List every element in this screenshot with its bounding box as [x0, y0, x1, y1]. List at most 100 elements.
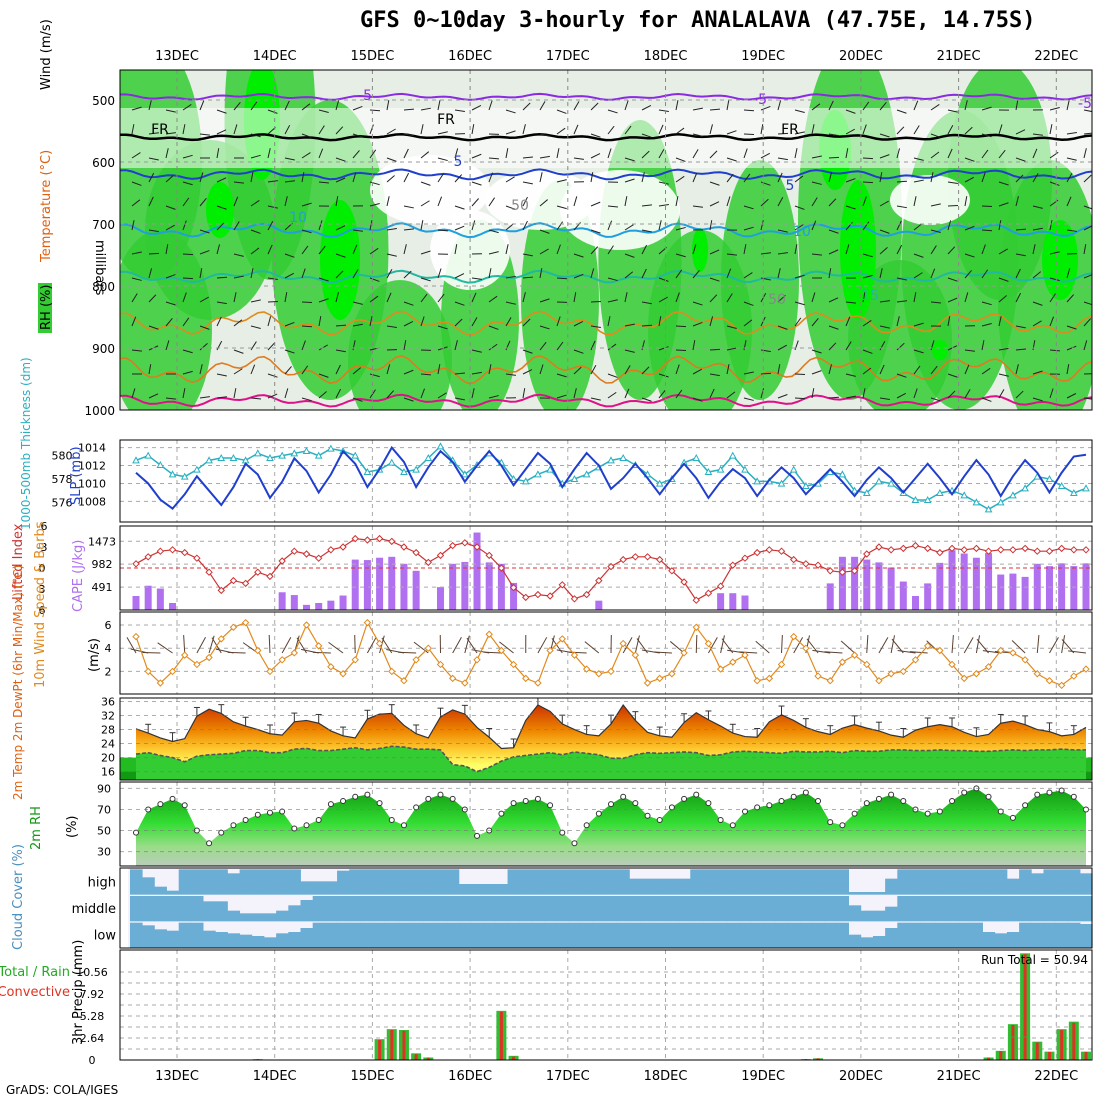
- wind-barb: [318, 277, 329, 282]
- wind-barb: [845, 395, 856, 399]
- wind-barb: [131, 277, 142, 281]
- wind-barb: [505, 205, 516, 210]
- wind-barb: [522, 102, 531, 111]
- cloud-bar-low: [531, 922, 545, 948]
- thickness-point: [972, 498, 981, 506]
- wind-barb: [301, 397, 312, 402]
- cloud-bar-high: [519, 869, 533, 895]
- wind-barb: [896, 126, 905, 135]
- lifted-point: [205, 568, 213, 576]
- cape-tick-label: 982: [92, 558, 113, 571]
- wind-barb: [454, 244, 458, 255]
- wind-barb: [386, 253, 397, 257]
- cloud-bar-middle: [714, 896, 728, 922]
- wind-barb: [1015, 174, 1024, 183]
- cloud-bar-middle: [970, 896, 983, 922]
- wind-barb: [964, 157, 975, 162]
- cloud-bar-middle: [483, 896, 496, 922]
- wind-barb: [658, 389, 666, 399]
- wind-barb: [947, 204, 959, 207]
- wind-barb: [301, 365, 309, 375]
- cloud-bar-middle: [605, 896, 618, 922]
- thickness-point: [132, 456, 140, 464]
- top-xtick-label: 16DEC: [448, 49, 492, 64]
- wind-barb: [998, 124, 1003, 135]
- lifted-tick-label: 0: [39, 562, 46, 575]
- lifted-point: [960, 546, 968, 554]
- wind-barb: [675, 389, 683, 399]
- wind-barb: [964, 389, 971, 399]
- cloud-bar-high: [276, 869, 289, 895]
- wind-barb: [964, 100, 968, 111]
- thickness-point: [716, 465, 725, 473]
- wind-barb: [488, 395, 499, 399]
- wind-barb: [930, 151, 940, 159]
- cloud-bar-low: [300, 928, 314, 948]
- cloud-bar-middle: [434, 896, 448, 922]
- wind-barb: [658, 296, 668, 303]
- wind-barb: [1049, 181, 1060, 186]
- thickness-point: [314, 451, 323, 459]
- wind-barb: [267, 205, 278, 209]
- cloud-bar-high: [239, 869, 253, 895]
- rh-point: [291, 825, 298, 832]
- cape-bar: [936, 562, 944, 610]
- cloud-bar-middle: [507, 896, 521, 922]
- cloud-bar-low: [1055, 922, 1069, 948]
- wind-barb: [437, 364, 441, 375]
- wind-barb: [845, 148, 849, 159]
- wind-barb: [641, 150, 650, 159]
- wind-barb: [522, 349, 533, 354]
- cloud-bar-high: [958, 869, 971, 895]
- surface-wind-barb: [708, 637, 718, 654]
- temp-tick-label: 24: [101, 738, 115, 751]
- precip-tick-label: 2.64: [80, 1032, 105, 1045]
- wind-barb: [862, 274, 873, 279]
- precip-convective-bar: [414, 1054, 418, 1060]
- cloud-bar-low: [580, 922, 594, 948]
- wind-barb: [1015, 364, 1019, 375]
- cloud-bar-middle: [349, 896, 362, 922]
- wind-barb: [386, 364, 391, 375]
- cape-bar: [863, 559, 871, 610]
- surface-wind-barb: [1036, 635, 1040, 654]
- wind-barb: [386, 292, 392, 303]
- wind-barb: [454, 225, 465, 231]
- wind-barb: [505, 223, 514, 231]
- wind-barb: [1032, 173, 1039, 183]
- cloud-bar-low: [263, 937, 277, 948]
- precip-total-legend: Total / Rain: [0, 965, 70, 980]
- wind-barb: [658, 277, 669, 282]
- cloud-bar-middle: [982, 896, 996, 922]
- cloud-bar-high: [617, 869, 630, 895]
- wind-barb: [403, 369, 414, 375]
- wind-barb: [811, 155, 822, 159]
- cloud-bar-high: [458, 884, 472, 895]
- wind-barb: [862, 349, 873, 354]
- lifted-point: [826, 567, 834, 575]
- wind-barb: [641, 229, 652, 233]
- pressure-axis-label: millibars: [92, 240, 107, 296]
- surface-wind-barb: [1068, 650, 1087, 654]
- wind-barb: [148, 252, 160, 255]
- wind-barb: [454, 340, 458, 351]
- wind-barb: [233, 368, 243, 375]
- wind-barb: [420, 373, 432, 376]
- wind-barb: [828, 133, 839, 137]
- wind-barb: [233, 124, 238, 135]
- wind-speed-point: [144, 667, 152, 676]
- cloud-bar-low: [1067, 922, 1081, 948]
- wind-speed-point: [1045, 677, 1054, 685]
- wind-barb: [692, 244, 697, 255]
- wind-barb: [335, 225, 346, 231]
- thickness-point: [582, 470, 591, 478]
- wind-barb: [573, 366, 582, 375]
- cloud-bar-middle: [215, 901, 228, 922]
- wind-barb: [1066, 294, 1075, 303]
- wind-barb: [233, 221, 240, 231]
- wind-barb: [131, 181, 142, 186]
- wind-barb: [1015, 100, 1019, 111]
- lifted-point: [984, 547, 993, 555]
- cloud-bar-middle: [385, 896, 399, 922]
- isotherm-label: FR: [437, 112, 455, 128]
